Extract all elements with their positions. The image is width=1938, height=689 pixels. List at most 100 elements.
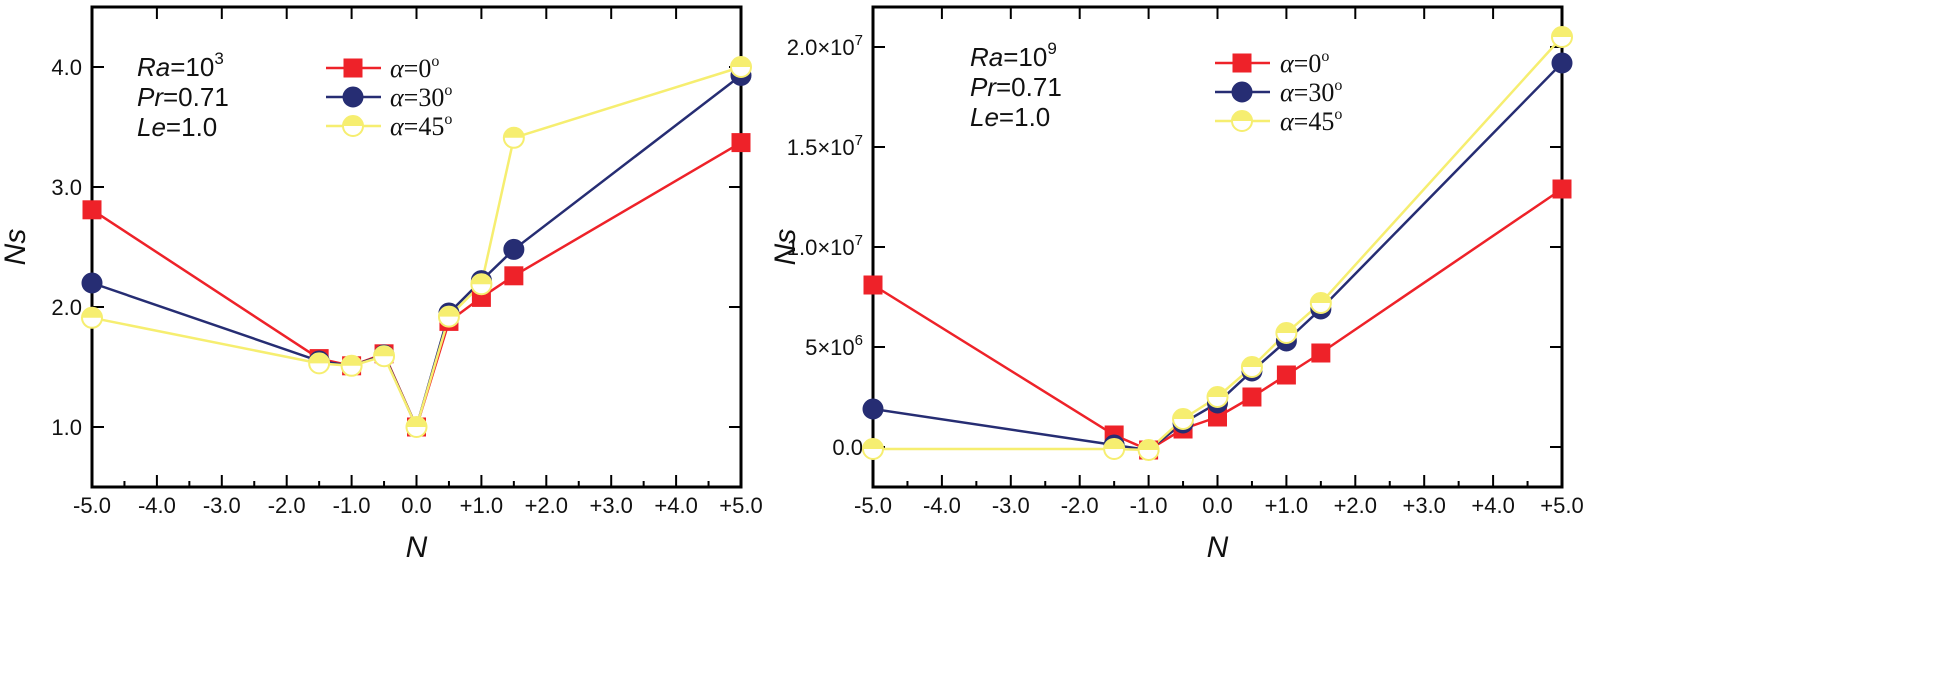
series-1-point: [731, 133, 751, 153]
series-3-point: [1137, 439, 1160, 461]
x-axis-title: N: [406, 531, 428, 564]
series-3-point: [1206, 386, 1229, 408]
x-axis-title: N: [1207, 531, 1229, 564]
series-1-point: [1552, 179, 1572, 199]
chart-panel-1: -5.0 -4.0 -3.0 -2.0 -1.0 0.0 +1.0 +2.0 +3.0 +4.0 +…: [0, 5, 763, 564]
prandtl-annotation: Pr=0.71: [137, 82, 229, 112]
x-tick-label: -1.0: [333, 493, 371, 518]
series-3-point: [437, 305, 460, 328]
y-tick-label: 2.0: [51, 295, 82, 320]
series-3-point-fill: [1310, 293, 1331, 303]
y-tick-label: 5×106: [805, 332, 863, 360]
series-3-point-fill: [374, 346, 395, 357]
x-tick-label: +5.0: [719, 493, 762, 518]
series-3-point-fill: [731, 57, 751, 67]
legend-marker-1: [1232, 53, 1252, 73]
x-tick-label: 0.0: [1202, 493, 1233, 518]
series-3-point-fill: [503, 127, 524, 138]
series-3-point-fill: [863, 439, 883, 449]
series-1-point: [863, 275, 883, 295]
series-2-point: [81, 272, 103, 294]
series-2-point: [503, 238, 525, 260]
series-3-point-fill: [438, 306, 459, 317]
y-axis-title: Ns: [769, 229, 802, 266]
series-3-point-fill: [1138, 440, 1159, 450]
series-3-point: [81, 306, 103, 329]
series-3-point: [502, 126, 525, 149]
series-3-point-fill: [1173, 409, 1194, 419]
legend-marker-3-fill: [343, 116, 363, 126]
legend-label-2: α=30o: [1280, 77, 1342, 107]
y-tick-label: 4.0: [51, 55, 82, 80]
legend-label-1: α=0o: [1280, 48, 1329, 78]
x-tick-label: 0.0: [401, 493, 432, 518]
x-tick-label: +2.0: [1334, 493, 1377, 518]
chart-panel-2: -5.0 -4.0 -3.0 -2.0 -1.0 0.0 +1.0 +2.0 +3.0 +4.0 +…: [769, 5, 1584, 564]
series-3-point: [340, 354, 363, 377]
x-tick-label: -5.0: [854, 493, 892, 518]
y-tick-label: 1.0: [51, 415, 82, 440]
series-3-point: [373, 345, 396, 368]
series-3-point-fill: [406, 417, 427, 427]
legend-marker-2: [1231, 81, 1253, 103]
x-tick-label: +3.0: [589, 493, 632, 518]
series-3-point-fill: [1207, 387, 1228, 397]
lewis-annotation: Le=1.0: [970, 102, 1050, 132]
legend-label-1: α=0o: [390, 53, 439, 83]
series-line-1: [91, 141, 742, 431]
x-tick-label: +2.0: [525, 493, 568, 518]
x-tick-label: +4.0: [654, 493, 697, 518]
x-tick-label: -1.0: [1130, 493, 1168, 518]
legend-marker-2: [342, 86, 364, 108]
series-3-point-fill: [471, 274, 492, 285]
series-3-point: [1172, 408, 1195, 430]
rayleigh-annotation: Ra=103: [137, 49, 224, 82]
series-2-point: [862, 398, 884, 420]
series-3-point: [1551, 26, 1573, 48]
series-3-point: [1240, 356, 1263, 378]
x-tick-label: -5.0: [73, 493, 111, 518]
legend-label-3: α=45o: [1280, 106, 1342, 136]
x-tick-label: +3.0: [1402, 493, 1445, 518]
x-tick-label: -4.0: [923, 493, 961, 518]
x-tick-label: -4.0: [138, 493, 176, 518]
x-tick-label: +4.0: [1471, 493, 1514, 518]
legend-label-2: α=30o: [390, 82, 452, 112]
legend-marker-3-fill: [1232, 111, 1252, 121]
series-1-point: [1242, 387, 1262, 407]
series-3-point-fill: [1241, 357, 1262, 367]
series-1-point: [1276, 365, 1296, 385]
series-3-point: [470, 273, 493, 296]
series-3-point: [862, 438, 884, 460]
y-axis-title: Ns: [0, 229, 32, 266]
series-3-point-fill: [1104, 439, 1125, 449]
series-3-point-fill: [309, 353, 330, 364]
y-tick-label: 3.0: [51, 175, 82, 200]
x-tick-label: -3.0: [992, 493, 1030, 518]
x-tick-label: -3.0: [203, 493, 241, 518]
series-3-point: [1275, 322, 1298, 344]
series-1-point: [1311, 343, 1331, 363]
series-3-point: [730, 56, 752, 78]
y-tick-label: 0.0: [832, 435, 863, 460]
series-3-point-fill: [82, 307, 102, 318]
legend-marker-3: [1231, 110, 1253, 132]
series-3-point-fill: [1276, 323, 1297, 333]
y-tick-label: 1.5×107: [787, 132, 863, 160]
series-3-point: [1103, 438, 1126, 460]
x-tick-label: -2.0: [268, 493, 306, 518]
series-3-point: [308, 352, 331, 375]
rayleigh-annotation: Ra=109: [970, 39, 1057, 72]
x-tick-label: +1.0: [1265, 493, 1308, 518]
series-3-point-fill: [341, 355, 362, 366]
x-tick-label: +1.0: [460, 493, 503, 518]
series-1-point: [504, 266, 524, 286]
series-1-point: [82, 200, 102, 220]
series-3-point-fill: [1552, 27, 1572, 37]
y-tick-label: 2.0×107: [787, 32, 863, 60]
series-3-point: [1309, 292, 1332, 314]
y-tick-label: 1.0×107: [787, 232, 863, 260]
series-2-point: [1551, 52, 1573, 74]
legend-marker-1: [343, 58, 363, 78]
